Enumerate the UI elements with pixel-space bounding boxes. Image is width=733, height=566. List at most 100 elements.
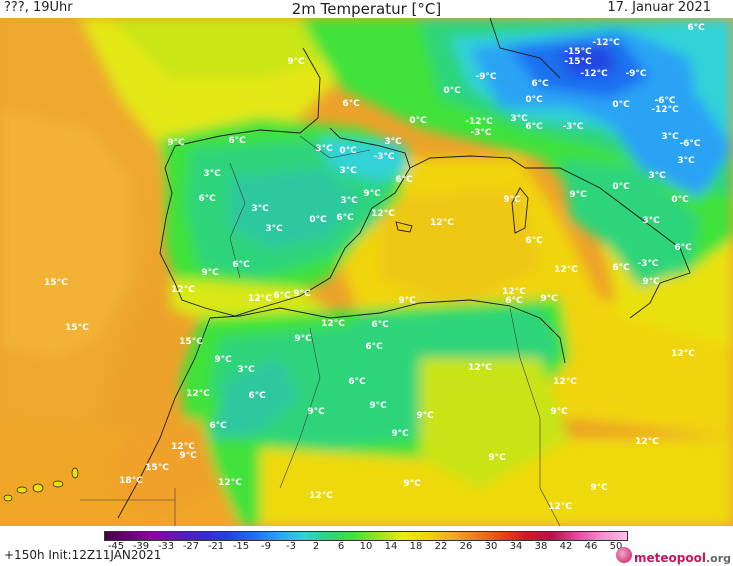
scale-tick-label: -33 [157, 541, 175, 552]
temperature-label: 12°C [553, 377, 577, 387]
temperature-label: 3°C [384, 137, 402, 147]
temperature-label: 9°C [403, 479, 421, 489]
scale-tick-label: -39 [132, 541, 150, 552]
temperature-label: 12°C [671, 349, 695, 359]
temperature-label: 12°C [635, 437, 659, 447]
temperature-label: 6°C [687, 23, 705, 33]
temperature-label: 0°C [309, 215, 327, 225]
temperature-label: 6°C [365, 342, 383, 352]
temperature-label: 6°C [273, 291, 291, 301]
temperature-label: 9°C [488, 453, 506, 463]
temperature-label: 0°C [671, 195, 689, 205]
temperature-label: 12°C [309, 491, 333, 501]
model-run-info: +150h Init:12Z11JAN2021 [4, 548, 162, 562]
temperature-label: 9°C [398, 296, 416, 306]
temperature-label: 9°C [503, 195, 521, 205]
temperature-label: 6°C [395, 175, 413, 185]
temperature-label: 6°C [525, 122, 543, 132]
color-scale-labels: -45 -39 -33 -27 -21 -15 -9 -3 2 6 10 14 18 22 26 30 34 38… [104, 541, 628, 555]
scale-tick-label: 6 [337, 541, 345, 552]
temperature-label: 0°C [612, 100, 630, 110]
temperature-label: 9°C [590, 483, 608, 493]
temperature-label: -6°C [679, 139, 700, 149]
temperature-label: 9°C [540, 294, 558, 304]
temperature-label: 3°C [203, 169, 221, 179]
temperature-label: 15°C [145, 463, 169, 473]
temperature-label: 12°C [218, 478, 242, 488]
temperature-label: 12°C [502, 287, 526, 297]
temperature-label: 3°C [265, 224, 283, 234]
map-canvas: 9°C6°C0°C-9°C0°C6°C-12°C-15°C-15°C-12°C -… [0, 18, 733, 526]
temperature-label: 6°C [209, 421, 227, 431]
temperature-label: 6°C [228, 136, 246, 146]
temperature-label: 9°C [363, 189, 381, 199]
temperature-label: 9°C [642, 277, 660, 287]
temperature-label: -15°C [564, 57, 592, 67]
temperature-label: 6°C [198, 194, 216, 204]
scale-tick-label: 2 [312, 541, 320, 552]
temperature-label: 6°C [342, 99, 360, 109]
temperature-label: 9°C [214, 355, 232, 365]
meteopool-logo[interactable]: meteopool.org [616, 547, 731, 565]
temperature-label: 6°C [531, 79, 549, 89]
temperature-label: -12°C [592, 38, 620, 48]
scale-tick-label: 38 [534, 541, 548, 552]
temperature-label: -3°C [373, 152, 394, 162]
temperature-label: 6°C [336, 213, 354, 223]
temperature-label: 12°C [468, 363, 492, 373]
temperature-label: 6°C [348, 377, 366, 387]
scale-tick-label: -15 [232, 541, 250, 552]
temperature-label: 15°C [179, 337, 203, 347]
temperature-label: 9°C [369, 401, 387, 411]
scale-tick-label: -27 [182, 541, 200, 552]
temperature-label: 15°C [44, 278, 68, 288]
map-header: ???, 19Uhr 2m Temperatur [°C] 17. Januar… [0, 0, 733, 18]
map-title: 2m Temperatur [°C] [291, 0, 442, 18]
temperature-label: 9°C [167, 138, 185, 148]
temperature-label: 12°C [371, 209, 395, 219]
map-footer: -45 -39 -33 -27 -21 -15 -9 -3 2 6 10 14 18 22 26 30 34 38… [0, 526, 733, 566]
scale-tick-label: 14 [384, 541, 398, 552]
temperature-label: 3°C [661, 132, 679, 142]
temperature-label: 3°C [315, 144, 333, 154]
scale-tick-label: 50 [609, 541, 623, 552]
temperature-label: 18°C [119, 476, 143, 486]
temperature-label: 9°C [201, 268, 219, 278]
meteopool-logo-icon [616, 547, 632, 563]
temperature-label: 12°C [248, 294, 272, 304]
temperature-label: 0°C [443, 86, 461, 96]
scale-tick-label: -21 [207, 541, 225, 552]
temperature-label: 3°C [251, 204, 269, 214]
temperature-label: -12°C [580, 69, 608, 79]
temperature-label: -6°C [654, 96, 675, 106]
temperature-label: 9°C [179, 451, 197, 461]
temperature-label: 9°C [287, 57, 305, 67]
temperature-label: 9°C [293, 289, 311, 299]
scale-tick-label: 46 [584, 541, 598, 552]
scale-tick-label: 42 [559, 541, 573, 552]
temperature-label: 6°C [674, 243, 692, 253]
temperature-label: -12°C [651, 105, 679, 115]
forecast-date: 17. Januar 2021 [607, 0, 711, 15]
temperature-label: 12°C [430, 218, 454, 228]
temperature-label: -12°C [465, 117, 493, 127]
color-scale-bar [104, 531, 628, 541]
temperature-label: 12°C [548, 502, 572, 512]
temperature-label: 3°C [510, 114, 528, 124]
temperature-label: 12°C [321, 319, 345, 329]
temperature-label: 9°C [550, 407, 568, 417]
scale-tick-label: 18 [409, 541, 423, 552]
canary-islands [3, 467, 79, 502]
temperature-label: 3°C [648, 171, 666, 181]
scale-tick-label: -45 [107, 541, 125, 552]
temperature-label: 6°C [371, 320, 389, 330]
temperature-label: 12°C [186, 389, 210, 399]
temperature-map: 9°C 6°C 0°C -9°C 0°C 6°C -12°C -15°C -15°C -12°C -… [0, 18, 733, 526]
temperature-label: 6°C [248, 391, 266, 401]
temperature-label: 6°C [525, 236, 543, 246]
temperature-label: 3°C [339, 166, 357, 176]
scale-tick-label: 10 [359, 541, 373, 552]
temperature-label: 12°C [554, 265, 578, 275]
scale-tick-label: 22 [434, 541, 448, 552]
country-borders [80, 135, 561, 526]
